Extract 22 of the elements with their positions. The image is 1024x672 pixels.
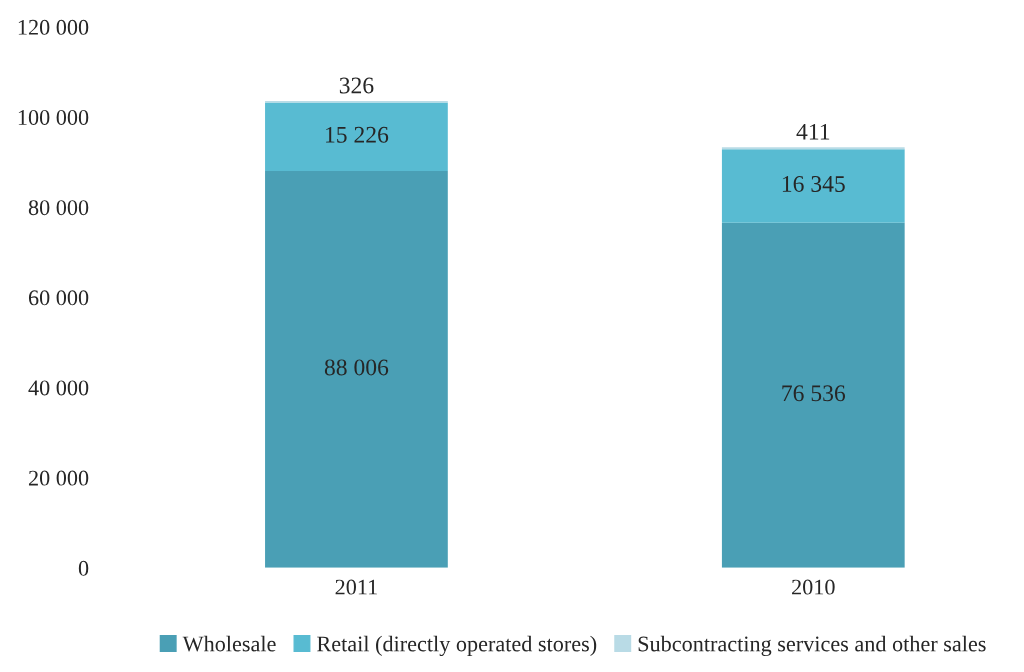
bar xyxy=(721,149,905,223)
y-tick-label: 100 000 xyxy=(18,109,89,125)
text: 76 536 xyxy=(782,385,846,402)
bar xyxy=(721,222,905,568)
legend-label: Subcontracting services and other sales xyxy=(638,635,986,657)
legend-label: Wholesale xyxy=(182,635,276,652)
y-tick-label: 80 000 xyxy=(28,200,89,216)
bar xyxy=(265,171,448,568)
text: 16 345 xyxy=(782,176,845,192)
text: 411 xyxy=(796,123,830,140)
y-tick-label: 0 xyxy=(78,560,89,576)
text: 326 xyxy=(339,77,374,94)
y-tick-label: 20 000 xyxy=(28,470,89,486)
legend-label: Retail (directly operated stores) xyxy=(317,635,597,657)
bar xyxy=(265,102,448,172)
text: 88 006 xyxy=(324,359,389,376)
x-tick-label: 2010 xyxy=(792,579,835,595)
text: 15 226 xyxy=(326,126,389,143)
x-tick-label: 2011 xyxy=(335,579,377,595)
y-tick-label: 60 000 xyxy=(28,290,89,306)
y-tick-label: 40 000 xyxy=(28,380,89,396)
y-tick-label: 120 000 xyxy=(18,19,89,35)
